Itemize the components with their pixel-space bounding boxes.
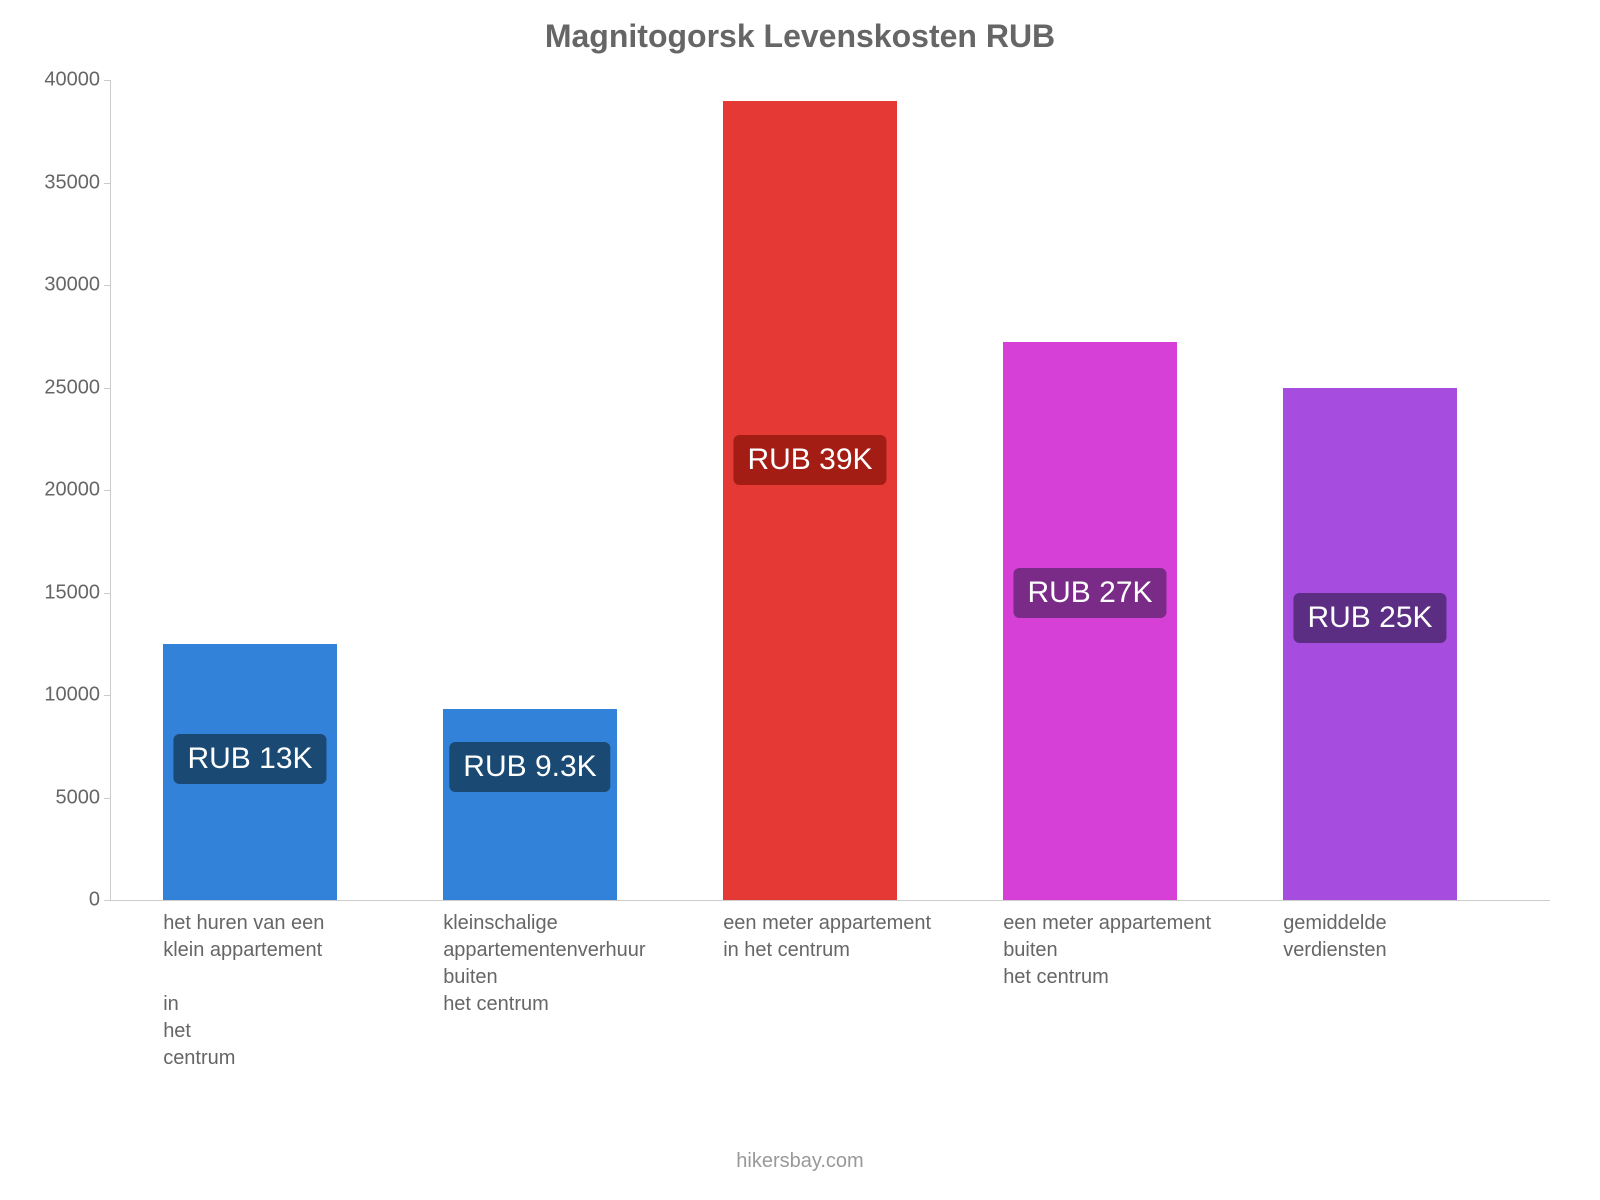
x-axis-labels: het huren van een klein appartement in h…	[110, 900, 1510, 1120]
attribution: hikersbay.com	[0, 1150, 1600, 1173]
x-axis-category-label: gemiddelde verdiensten	[1283, 910, 1563, 964]
y-axis-tick-label: 10000	[20, 684, 100, 707]
plot-area: 0500010000150002000025000300003500040000…	[110, 80, 1510, 900]
chart-title: Magnitogorsk Levenskosten RUB	[0, 0, 1600, 55]
bar	[1283, 388, 1457, 901]
bar-value-badge: RUB 25K	[1293, 593, 1446, 643]
y-axis-tick-label: 5000	[20, 786, 100, 809]
x-axis-category-label: kleinschalige appartementenverhuur buite…	[443, 910, 723, 1018]
chart-container: Magnitogorsk Levenskosten RUB 0500010000…	[0, 0, 1600, 1200]
y-axis-tick-label: 0	[20, 889, 100, 912]
x-axis-category-label: een meter appartement buiten het centrum	[1003, 910, 1283, 991]
bar-value-badge: RUB 13K	[173, 734, 326, 784]
bar-value-badge: RUB 39K	[733, 435, 886, 485]
bar	[1003, 342, 1177, 900]
bar	[443, 709, 617, 900]
bar	[723, 101, 897, 901]
y-axis-tick-label: 20000	[20, 479, 100, 502]
x-axis-category-label: een meter appartement in het centrum	[723, 910, 1003, 964]
bar-value-badge: RUB 9.3K	[449, 742, 610, 792]
y-axis-tick-label: 40000	[20, 69, 100, 92]
y-axis-tick-label: 15000	[20, 581, 100, 604]
y-axis-tick-label: 25000	[20, 376, 100, 399]
bar-value-badge: RUB 27K	[1013, 568, 1166, 618]
x-axis-category-label: het huren van een klein appartement in h…	[163, 910, 443, 1072]
y-axis-line	[110, 80, 111, 900]
y-axis-tick-label: 30000	[20, 274, 100, 297]
y-axis-tick-label: 35000	[20, 171, 100, 194]
